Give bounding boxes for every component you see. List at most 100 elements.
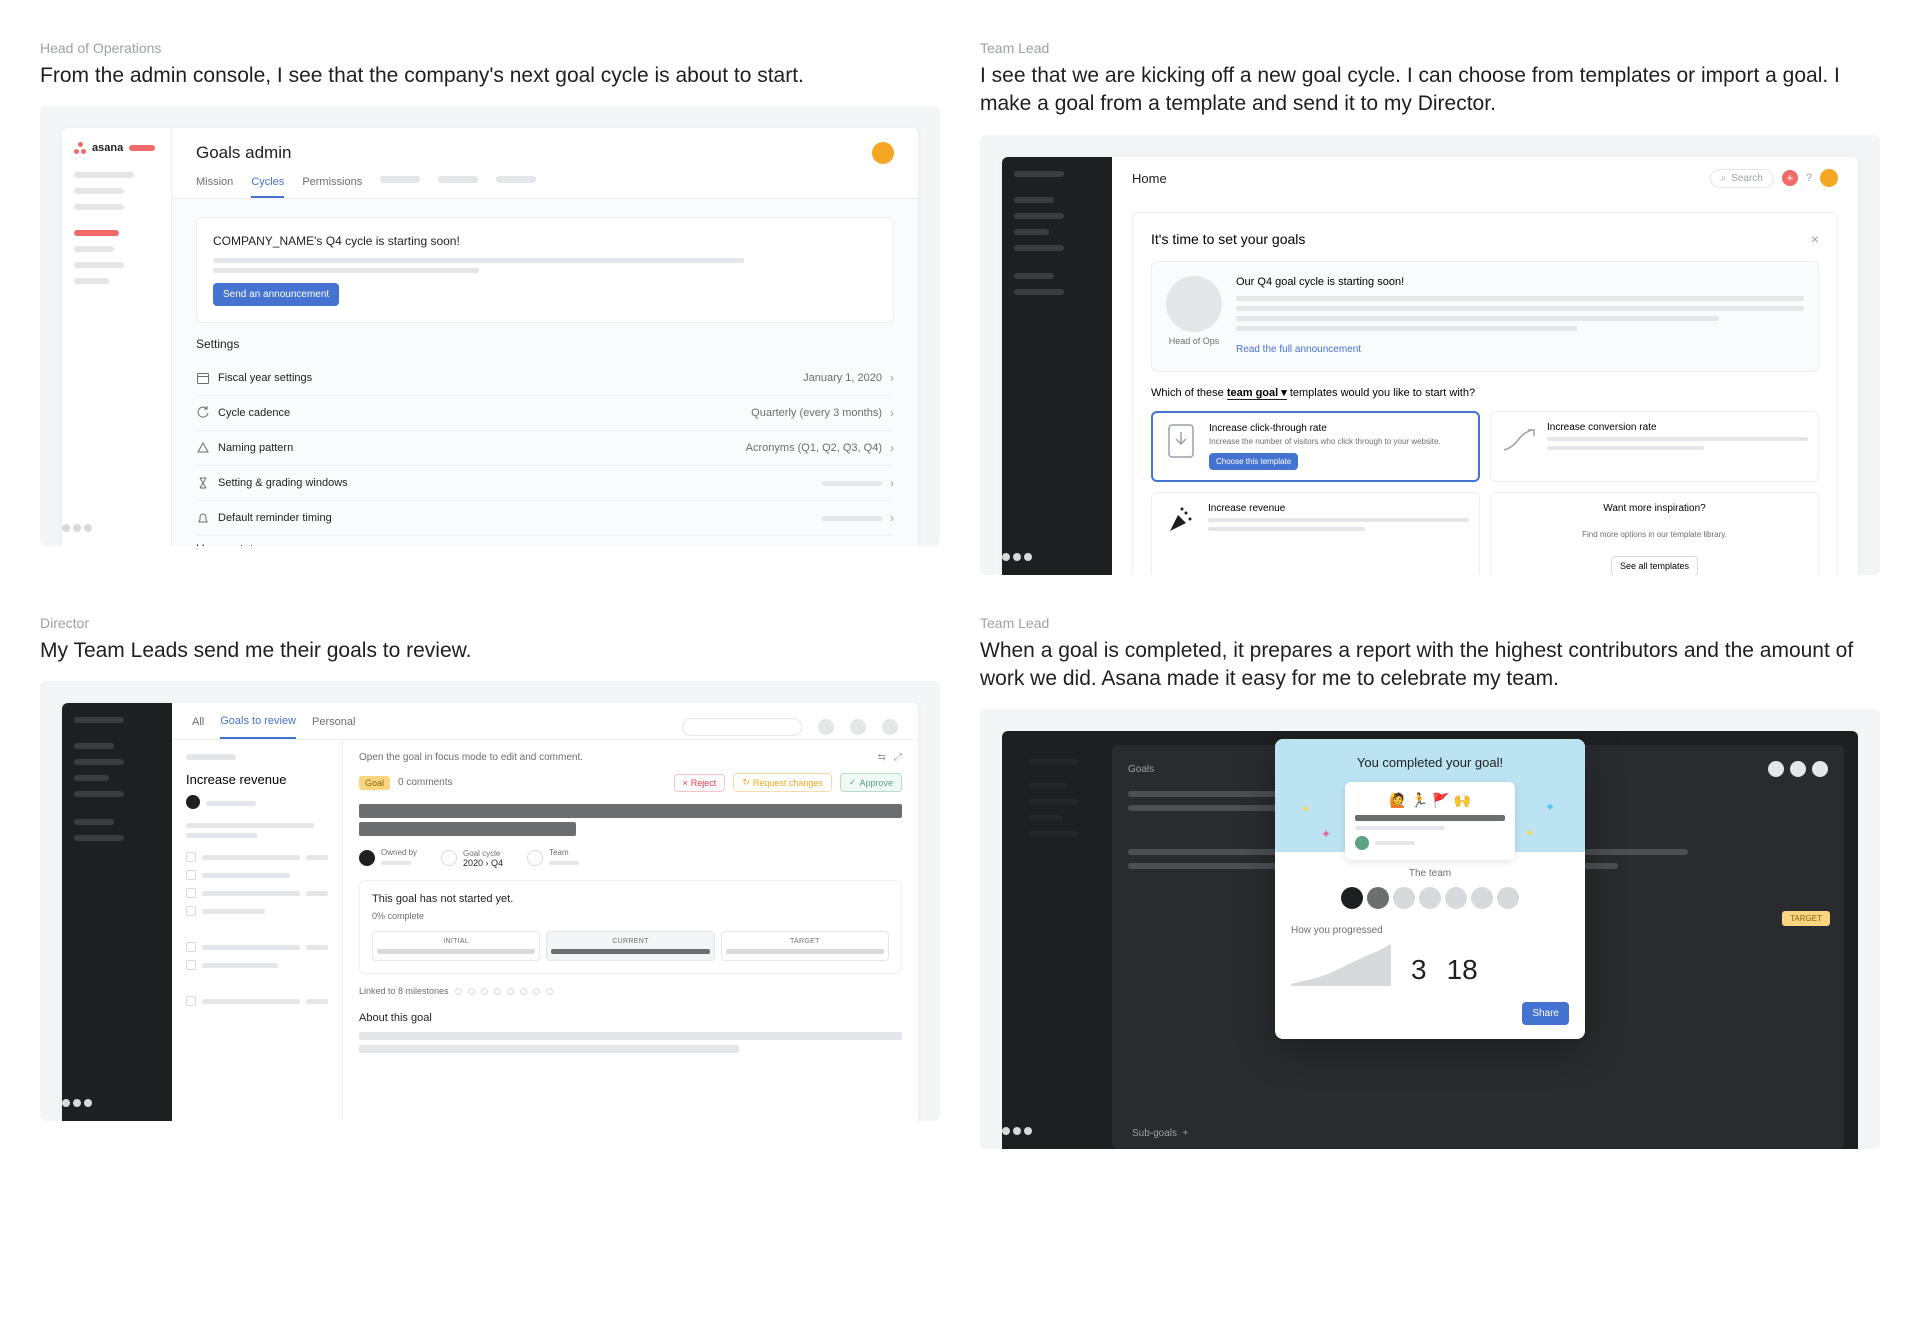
toolbar-icon[interactable]: [818, 719, 834, 735]
sparkle-icon: ✦: [1545, 800, 1555, 814]
search-input[interactable]: ⌕ Search: [1710, 169, 1774, 188]
sidebar-item-active[interactable]: [74, 230, 119, 236]
tab-all[interactable]: All: [192, 716, 204, 738]
create-button[interactable]: +: [1782, 170, 1798, 186]
sidebar-item[interactable]: [74, 819, 114, 825]
toolbar-icon[interactable]: [850, 719, 866, 735]
sidebar-item[interactable]: [74, 759, 124, 765]
skeleton-line: [359, 1045, 739, 1053]
sidebar-item[interactable]: [74, 204, 124, 210]
list-item[interactable]: [186, 870, 328, 880]
list-item[interactable]: [186, 942, 328, 952]
sidebar-item[interactable]: [1014, 229, 1049, 235]
send-announcement-button[interactable]: Send an announcement: [213, 283, 339, 306]
user-avatar[interactable]: [872, 142, 894, 164]
choose-template-button[interactable]: Choose this template: [1209, 453, 1298, 470]
sidebar-item[interactable]: [74, 262, 124, 268]
announcement-title: COMPANY_NAME's Q4 cycle is starting soon…: [213, 234, 877, 248]
expand-icon[interactable]: ⤢: [894, 752, 902, 763]
team-avatars: [1291, 887, 1569, 909]
goal-title: Increase revenue: [186, 772, 328, 787]
corner-dots-icon: [62, 524, 92, 532]
tab-mission[interactable]: Mission: [196, 176, 233, 198]
approve-button[interactable]: ✓ Approve: [840, 773, 902, 792]
sidebar-item[interactable]: [74, 246, 114, 252]
collapse-icon[interactable]: ⇆: [878, 752, 886, 763]
progressed-label: How you progressed: [1291, 925, 1569, 936]
filter-input[interactable]: [682, 718, 802, 736]
list-item[interactable]: [186, 906, 328, 916]
sidebar-item[interactable]: [74, 775, 109, 781]
sidebar-item[interactable]: [74, 791, 124, 797]
skeleton-line: [186, 833, 257, 838]
list-item[interactable]: [186, 996, 328, 1006]
list-item[interactable]: [186, 852, 328, 862]
read-announcement-link[interactable]: Read the full announcement: [1236, 344, 1361, 355]
template-grid: Increase click-through rate Increase the…: [1151, 411, 1819, 575]
skeleton-line: [213, 268, 479, 273]
sidebar-item[interactable]: [74, 172, 134, 178]
sidebar-item[interactable]: [74, 743, 114, 749]
panel-caption: From the admin console, I see that the c…: [40, 62, 940, 90]
help-icon[interactable]: ?: [1806, 172, 1812, 184]
sidebar-item[interactable]: [1014, 273, 1054, 279]
sidebar-item[interactable]: [74, 717, 124, 723]
owner-avatar: [1355, 836, 1369, 850]
template-card-conversion[interactable]: Increase conversion rate: [1490, 411, 1819, 482]
sidebar-item[interactable]: [74, 835, 124, 841]
tab-personal[interactable]: Personal: [312, 716, 355, 738]
mock-frame: asana Goals admin: [40, 106, 940, 546]
setting-value: [822, 477, 882, 489]
tab-cycles[interactable]: Cycles: [251, 176, 284, 198]
request-changes-button[interactable]: ↻ Request changes: [733, 773, 832, 792]
sidebar-item[interactable]: [1014, 171, 1064, 177]
setting-row[interactable]: Naming patternAcronyms (Q1, Q2, Q3, Q4)›: [196, 431, 894, 466]
sparkle-icon: ✦: [1301, 802, 1311, 816]
sidebar-item[interactable]: [74, 278, 109, 284]
download-icon: [1163, 423, 1199, 459]
setting-row[interactable]: Fiscal year settingsJanuary 1, 2020›: [196, 361, 894, 396]
sidebar-item[interactable]: [1014, 197, 1054, 203]
template-prompt: Which of these team goal ▾ templates wou…: [1151, 386, 1819, 399]
logo-row: asana: [74, 142, 159, 154]
header: Goals admin Mission Cycles Permissions: [172, 128, 918, 199]
list-item[interactable]: [186, 888, 328, 898]
template-card-ctr[interactable]: Increase click-through rate Increase the…: [1151, 411, 1480, 482]
template-title: Increase click-through rate: [1209, 423, 1468, 434]
goal-list: Increase revenue: [172, 740, 342, 1121]
template-card-revenue[interactable]: Increase revenue: [1151, 492, 1480, 575]
tab-review[interactable]: Goals to review: [220, 715, 296, 739]
setting-row[interactable]: Setting & grading windows›: [196, 466, 894, 501]
close-icon[interactable]: ×: [1811, 231, 1819, 247]
see-all-templates-button[interactable]: See all templates: [1611, 556, 1698, 574]
celebration-icon: [1162, 503, 1198, 539]
tab-permissions[interactable]: Permissions: [302, 176, 362, 198]
app-window: asana Goals admin: [62, 128, 918, 546]
bell-icon: [196, 511, 210, 525]
main-pane: Goals admin Mission Cycles Permissions: [172, 128, 918, 546]
skeleton-line: [213, 258, 744, 263]
progress-box: This goal has not started yet. 0% comple…: [359, 880, 902, 974]
subgoals-label: Sub-goals +: [1132, 1128, 1188, 1139]
breadcrumb: Goals: [1128, 764, 1154, 775]
meta-row: Owned by Goal cycle2020 › Q4 Team: [359, 848, 902, 868]
skeleton-line: [1375, 841, 1415, 845]
sidebar-item[interactable]: [1014, 245, 1064, 251]
skeleton-line: [1236, 316, 1719, 321]
user-avatar[interactable]: [1820, 169, 1838, 187]
sidebar-item[interactable]: [1014, 213, 1064, 219]
skeleton-line: [186, 823, 314, 828]
sidebar-item[interactable]: [1014, 289, 1064, 295]
list-item[interactable]: [186, 960, 328, 970]
sidebar-item[interactable]: [74, 188, 124, 194]
goal-type-selector[interactable]: team goal ▾: [1227, 387, 1287, 400]
setting-row[interactable]: Default reminder timing›: [196, 501, 894, 536]
setting-row[interactable]: Cycle cadenceQuarterly (every 3 months)›: [196, 396, 894, 431]
content: COMPANY_NAME's Q4 cycle is starting soon…: [172, 199, 918, 546]
template-title: Increase revenue: [1208, 503, 1469, 514]
toolbar-icon[interactable]: [882, 719, 898, 735]
reject-button[interactable]: × Reject: [674, 774, 726, 792]
share-button[interactable]: Share: [1522, 1002, 1569, 1025]
focus-hint: Open the goal in focus mode to edit and …: [359, 752, 583, 763]
team-label: The team: [1291, 868, 1569, 879]
